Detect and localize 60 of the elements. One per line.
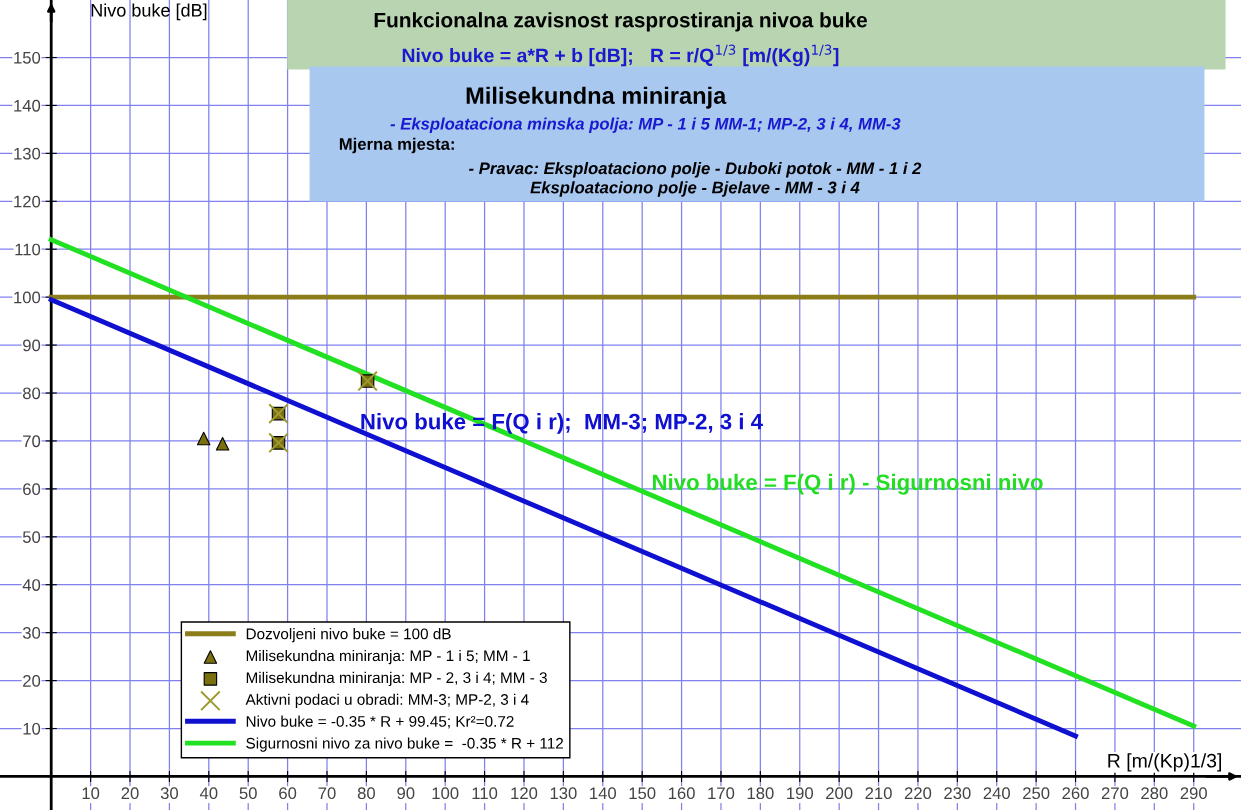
legend-label: Milisekundna miniranja: MP - 1 i 5; MM - 1: [246, 649, 530, 665]
x-tick-label: 100: [432, 787, 459, 800]
x-tick-label: 70: [318, 787, 336, 800]
x-tick-label: 60: [279, 787, 297, 800]
x-tick-label: 120: [511, 787, 538, 800]
x-tick-label: 220: [904, 787, 932, 800]
x-tick-label: 270: [1101, 787, 1129, 800]
y-tick-label: 50: [22, 531, 41, 544]
point: [215, 437, 230, 451]
x-tick-label: 110: [472, 787, 498, 800]
x-tick-label: 10: [82, 787, 100, 800]
y-tick-label: 120: [14, 195, 41, 208]
y-tick-label: 20: [23, 674, 41, 687]
annotation: Nivo buke = a*R + b [dB]; R = r/Q$^{1/3}$ [m/(Kg)$^{1/3}$]: [402, 44, 839, 67]
point: [196, 431, 211, 446]
y-tick-label: 90: [23, 339, 41, 352]
annotation: Milisekundna miniranja: [466, 86, 727, 109]
x-tick-label: 130: [550, 787, 577, 800]
x-tick-label: 290: [1180, 787, 1207, 800]
x-tick-label: 140: [590, 787, 617, 800]
x-tick-label: 90: [397, 787, 415, 800]
x-tick-label: 170: [708, 787, 735, 800]
x-tick-label: 250: [1023, 787, 1050, 800]
x-tick-label: 210: [865, 787, 892, 800]
x-tick-label: 230: [944, 787, 971, 800]
x-tick-label: 50: [239, 787, 257, 800]
annotation: Funkcionalna zavisnost rasprostiranja nivoa buke: [374, 12, 867, 32]
y-tick-label: 70: [23, 435, 41, 448]
y-tick-label: 130: [14, 147, 41, 160]
annotation: - Eksploataciona minska polja: MP - 1 i 5 MM-1; MP-2, 3 i 4, MM-3: [390, 117, 901, 133]
x-tick-label: 160: [668, 787, 695, 800]
y-tick-label: 100: [14, 291, 41, 304]
x-tick-label: 190: [787, 787, 814, 800]
y-tick-label: 30: [22, 627, 41, 639]
legend-label: Milisekundna miniranja: MP - 2, 3 i 4; MM - 3: [246, 671, 547, 687]
x-tick-label: 280: [1141, 787, 1168, 800]
x-tick-label: 240: [983, 787, 1010, 800]
x-tick-label: 180: [747, 787, 774, 800]
y-tick-label: 60: [23, 483, 41, 496]
x-tick-label: 260: [1062, 787, 1089, 800]
x-tick-label: 40: [199, 787, 218, 800]
x-tick-label: 20: [121, 787, 139, 800]
x-tick-label: 30: [160, 787, 179, 800]
x-tick-label: 150: [629, 787, 656, 800]
y-tick-label: 150: [14, 51, 41, 64]
y-tick-label: 10: [23, 722, 41, 735]
annotation: - Pravac: Eksploataciono polje - Duboki potok - MM - 1 i 2 Eksploataciono polje - Bjelave - MM - 3 i 4: [469, 162, 922, 197]
y-tick-label: 110: [15, 243, 41, 256]
x-tick-label: 200: [826, 787, 853, 800]
legend-label: Nivo buke = -0.35 * R + 99.45; Kr²=0.72: [246, 715, 514, 729]
y-tick-label: 140: [14, 99, 41, 112]
y-tick-label: 80: [22, 387, 41, 400]
legend-label: Aktivni podaci u obradi: MM-3; MP-2, 3 i 4: [245, 693, 529, 708]
x-tick-label: 80: [357, 787, 376, 800]
x-axis-title: R [m/(Kp)1/3]: [1108, 753, 1222, 772]
y-tick-label: 40: [22, 579, 41, 591]
legend-label: Sigurnosni nivo za nivo buke = -0.35 * R + 112: [246, 737, 563, 752]
annotation: Mjerna mjesta:: [339, 137, 454, 154]
legend-label: Dozvoljeni nivo buke = 100 dB: [246, 628, 451, 643]
y-axis-title: Nivo buke [dB]: [91, 3, 207, 21]
